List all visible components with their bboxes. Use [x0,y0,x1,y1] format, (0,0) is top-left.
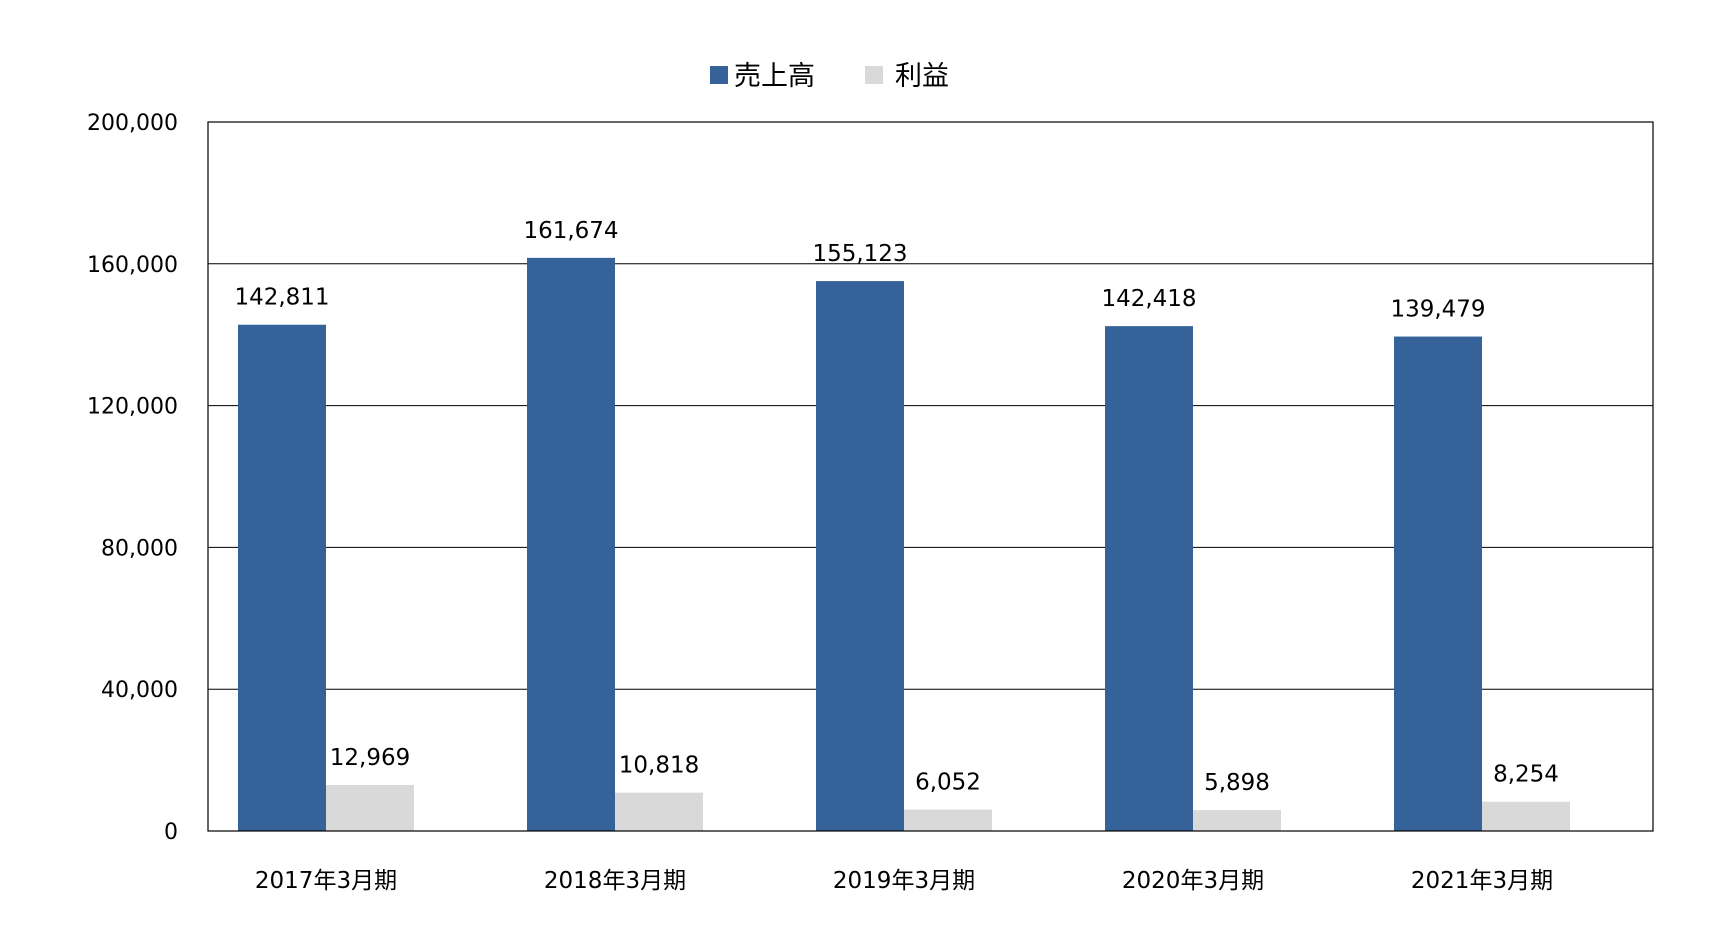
x-category-label: 2019年3月期 [833,868,975,894]
bar-profit [326,785,414,831]
legend-label: 売上高 [734,61,815,92]
legend-swatch [710,66,728,84]
data-label: 6,052 [915,770,981,796]
data-label: 142,811 [234,285,329,311]
data-label: 12,969 [330,745,410,771]
y-axis-ticks: 0 40,000 80,000 120,000 160,000 200,000 [87,111,178,845]
x-category-label: 2021年3月期 [1411,868,1553,894]
x-category-label: 2018年3月期 [544,868,686,894]
data-label: 8,254 [1493,762,1559,788]
bar-profit [1482,801,1570,831]
x-axis-labels: 2017年3月期 2018年3月期 2019年3月期 2020年3月期 2021年3月期 [255,868,1553,894]
y-tick-label: 120,000 [87,395,178,420]
y-tick-label: 40,000 [101,678,178,703]
bar-profit [615,792,703,831]
legend-swatch [865,66,883,84]
legend: 売上高 利益 [710,61,949,92]
bar-profit [904,809,992,831]
y-tick-label: 160,000 [87,253,178,278]
data-label: 155,123 [812,241,907,267]
bar-sales [238,324,326,831]
bar-sales [1394,336,1482,831]
x-category-label: 2020年3月期 [1122,868,1264,894]
data-labels: 142,811 12,969 161,674 10,818 155,123 6,052 14… [234,218,1558,796]
legend-label: 利益 [895,61,949,92]
data-label: 142,418 [1101,286,1196,312]
bar-sales [816,281,904,831]
data-label: 5,898 [1204,770,1270,796]
y-tick-label: 200,000 [87,111,178,136]
bar-sales [1105,326,1193,831]
data-label: 161,674 [523,218,618,244]
bar-profit [1193,810,1281,831]
bars [238,257,1570,831]
x-category-label: 2017年3月期 [255,868,397,894]
y-tick-label: 80,000 [101,536,178,561]
plot-area-frame [207,121,1654,832]
data-label: 10,818 [619,753,699,779]
bar-sales [527,257,615,831]
y-tick-label: 0 [164,820,178,845]
data-label: 139,479 [1390,297,1485,323]
